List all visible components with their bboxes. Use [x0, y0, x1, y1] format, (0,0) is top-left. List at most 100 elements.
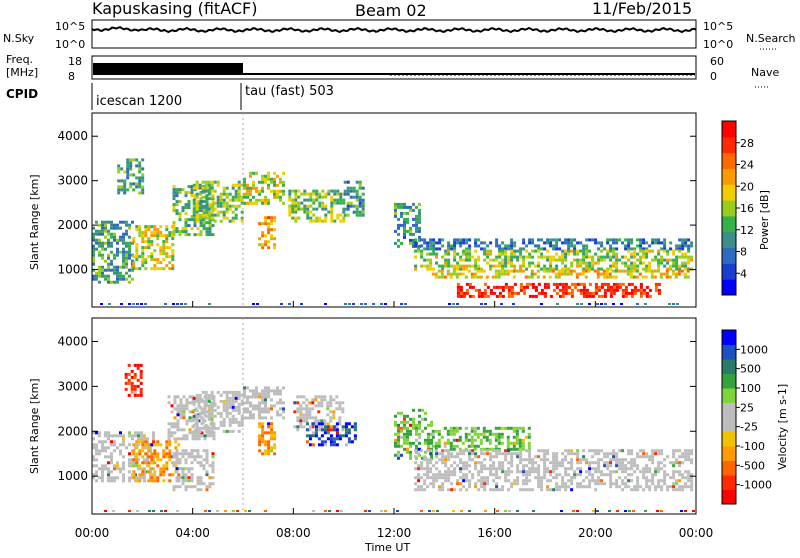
y-tick-label: 2000 [57, 218, 88, 232]
range-gate-cell [636, 464, 640, 468]
range-gate-cell [594, 479, 598, 483]
range-gate-cell [591, 267, 595, 271]
range-gate-cell [132, 173, 136, 177]
range-gate-cell [273, 246, 277, 250]
range-gate-cell [173, 395, 177, 399]
range-gate-cell [339, 219, 343, 223]
range-gate-cell [420, 238, 424, 242]
range-gate-cell [291, 210, 295, 214]
range-gate-cell [618, 449, 622, 453]
range-gate-cell [434, 275, 438, 279]
range-gate-cell [549, 479, 553, 483]
range-gate-cell [633, 488, 637, 492]
range-gate-cell [141, 443, 145, 447]
range-gate-cell [358, 210, 362, 214]
range-gate-cell [175, 485, 179, 489]
range-gate-cell [170, 410, 174, 414]
range-gate-cell [636, 258, 640, 262]
range-gate-cell [621, 458, 625, 462]
range-gate-cell [330, 213, 334, 217]
range-gate-cell [293, 401, 297, 405]
range-gate-cell [243, 416, 246, 420]
range-gate-cell [644, 275, 648, 279]
range-gate-cell [182, 437, 186, 441]
range-gate-cell [476, 269, 480, 273]
range-gate-cell [615, 461, 619, 465]
range-gate-cell [397, 217, 400, 221]
range-gate-cell [455, 429, 459, 433]
range-gate-cell [432, 267, 436, 271]
range-gate-cell [270, 398, 273, 402]
range-gate-cell [138, 479, 142, 483]
range-gate-cell [406, 220, 409, 224]
range-gate-cell [246, 386, 249, 390]
range-gate-cell [147, 479, 151, 483]
range-gate-cell [606, 452, 610, 456]
range-gate-cell [104, 268, 107, 272]
range-gate-cell [420, 244, 424, 248]
range-gate-cell [193, 458, 197, 462]
range-gate-cell [125, 277, 128, 281]
x-tick-label: 00:00 [679, 526, 714, 540]
range-gate-cell [507, 452, 511, 456]
range-gate-cell [531, 467, 535, 471]
range-gate-cell [159, 231, 163, 235]
range-gate-cell [294, 210, 298, 214]
range-gate-cell [459, 482, 463, 486]
range-gate-cell [498, 452, 502, 456]
range-gate-cell [267, 201, 270, 205]
range-gate-cell [107, 476, 110, 480]
range-gate-cell [591, 238, 595, 242]
range-gate-cell [267, 425, 271, 429]
range-gate-cell [606, 464, 610, 468]
range-gate-cell [597, 476, 601, 480]
range-gate-cell [582, 249, 586, 253]
range-gate-cell [453, 470, 457, 474]
range-gate-cell [627, 241, 631, 245]
range-gate-cell [335, 431, 339, 435]
range-gate-cell [207, 216, 211, 220]
range-gate-cell [453, 241, 457, 245]
range-gate-cell [412, 244, 415, 248]
range-gate-cell [510, 264, 514, 268]
range-gate-cell [400, 444, 403, 448]
range-gate-cell [98, 274, 101, 278]
range-gate-cell [136, 393, 140, 397]
range-gate-cell [138, 185, 142, 189]
range-gate-cell [249, 174, 252, 178]
range-gate-cell [308, 434, 312, 438]
range-gate-cell [135, 464, 139, 468]
range-gate-cell [615, 470, 619, 474]
range-gate-cell [98, 229, 101, 233]
range-gate-cell [299, 404, 303, 408]
range-gate-cell [113, 223, 116, 227]
range-gate-cell [543, 282, 547, 286]
range-gate-cell [611, 275, 615, 279]
range-gate-cell [561, 255, 565, 259]
range-gate-cell [417, 452, 421, 456]
range-gate-cell [264, 410, 267, 414]
range-gate-cell [467, 432, 471, 436]
range-gate-cell [202, 212, 206, 216]
range-gate-cell [320, 425, 324, 429]
range-gate-cell [600, 282, 604, 286]
range-gate-cell [358, 198, 362, 202]
range-gate-cell [297, 189, 301, 193]
range-gate-cell [153, 267, 157, 271]
range-gate-cell [205, 233, 209, 237]
range-gate-cell [192, 213, 196, 217]
range-gate-cell [208, 464, 212, 468]
range-gate-cell [190, 455, 194, 459]
range-gate-cell [636, 455, 640, 459]
range-gate-cell [474, 258, 478, 262]
range-gate-cell [119, 235, 122, 239]
range-gate-cell [564, 264, 568, 268]
range-gate-cell [95, 247, 98, 251]
range-gate-cell [645, 252, 649, 256]
range-gate-cell [338, 419, 342, 423]
range-gate-cell [549, 258, 553, 262]
range-gate-cell [458, 272, 462, 276]
range-gate-cell [418, 447, 421, 451]
range-gate-cell [195, 393, 199, 397]
